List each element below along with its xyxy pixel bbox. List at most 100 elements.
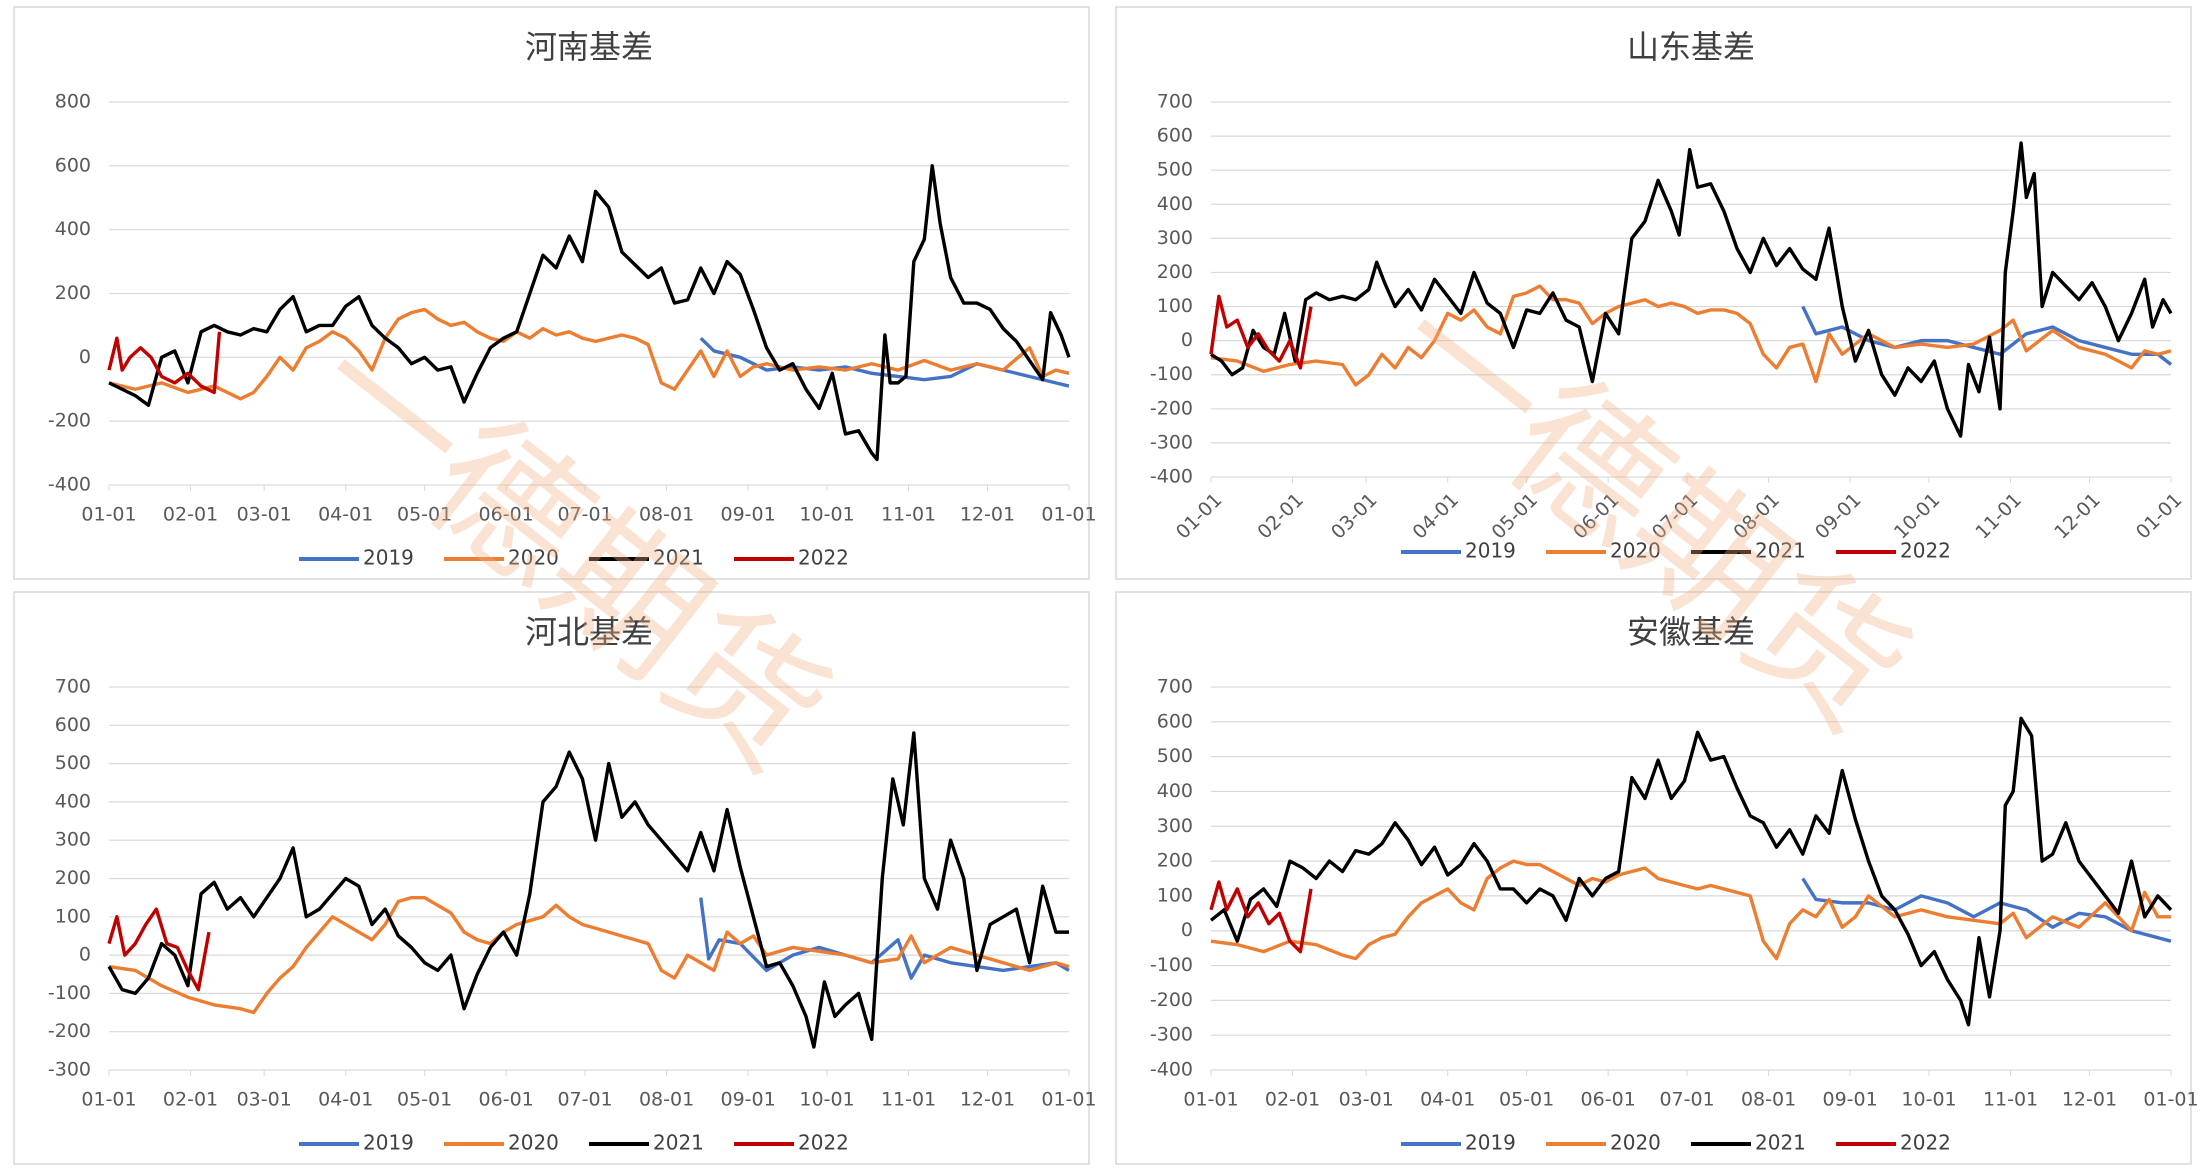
y-tick-label: -300 [48, 1059, 91, 1081]
legend-label: 2022 [1900, 539, 1951, 563]
y-tick-label: 300 [1157, 227, 1193, 249]
x-tick-label: 11-01 [881, 1089, 936, 1111]
y-tick-label: 0 [1181, 919, 1193, 941]
chart-panel: 山东基差 -400 -300 -200 -100 0 100 200 300 400 500 600 7… [1115, 6, 2192, 580]
x-tick-label: 01-01 [81, 1089, 136, 1111]
y-tick-label: -200 [48, 410, 91, 432]
chart-title: 河南基差 [525, 28, 653, 66]
series-line [107, 731, 1069, 1049]
y-tick-label: -100 [48, 982, 91, 1004]
x-tick-label: 08-01 [1741, 1089, 1796, 1111]
y-tick-label: 200 [1157, 261, 1193, 283]
x-tick-label: 11-01 [1983, 1089, 2038, 1111]
chart-panel: 河北基差 -300 -200 -100 0 100 200 300 400 500 600 700 01… [13, 591, 1097, 1165]
y-tick-label: 300 [1157, 815, 1193, 837]
chart-panel: 安徽基差 -400 -300 -200 -100 0 100 200 300 400 500 600 7… [1115, 591, 2199, 1165]
y-tick-label: -200 [1150, 397, 1193, 419]
legend-label: 2019 [1465, 539, 1516, 563]
x-tick-label: 03-01 [237, 504, 292, 526]
chart-panel: 河南基差 -400 -200 0 200 400 600 800 01-01 02-01 03-01… [13, 6, 1097, 580]
series-line [699, 336, 1070, 388]
legend-label: 2022 [798, 546, 849, 570]
series-line [1209, 716, 2173, 1027]
legend-label: 2022 [1900, 1131, 1951, 1155]
series-line [108, 164, 1071, 462]
x-tick-label: 07-01 [557, 504, 612, 526]
x-tick-label: 09-01 [721, 1089, 776, 1111]
legend-label: 2019 [1465, 1131, 1516, 1155]
x-tick-label: 11-01 [881, 504, 936, 526]
y-tick-label: -300 [1150, 431, 1193, 453]
y-tick-label: 200 [1157, 850, 1193, 872]
x-tick-label: 02-01 [163, 504, 218, 526]
series-line [699, 897, 1070, 980]
x-tick-label: 03-01 [1339, 1089, 1394, 1111]
x-tick-label: 10-01 [799, 504, 854, 526]
x-tick-label: 02-01 [1265, 1089, 1320, 1111]
series-line [108, 895, 1070, 1015]
legend-label: 2019 [363, 546, 414, 570]
y-tick-label: 100 [1157, 295, 1193, 317]
x-tick-label: 04-01 [318, 504, 373, 526]
y-tick-label: 500 [1157, 159, 1193, 181]
legend-label: 2021 [653, 546, 704, 570]
x-tick-label: 04-01 [1420, 1089, 1475, 1111]
y-tick-label: -100 [1150, 954, 1193, 976]
series-line [107, 331, 222, 395]
y-tick-label: -200 [48, 1020, 91, 1042]
legend-label: 2021 [653, 1131, 704, 1155]
x-tick-label: 06-01 [479, 1089, 534, 1111]
x-tick-label: 12-01 [960, 1089, 1015, 1111]
chart-title: 安徽基差 [1627, 613, 1755, 651]
legend-label: 2020 [508, 546, 559, 570]
y-tick-label: 600 [1157, 125, 1193, 147]
x-tick-label: 05-01 [397, 504, 452, 526]
series-line [1210, 284, 2172, 387]
y-tick-label: 400 [1157, 780, 1193, 802]
x-tick-label: 04-01 [318, 1089, 373, 1111]
y-tick-label: 100 [55, 905, 91, 927]
y-tick-label: 100 [1157, 884, 1193, 906]
y-tick-label: 800 [55, 91, 91, 113]
y-tick-label: -300 [1150, 1024, 1193, 1046]
legend-label: 2020 [508, 1131, 559, 1155]
x-tick-label: 01-01 [2143, 1089, 2198, 1111]
y-tick-label: 700 [55, 676, 91, 698]
x-tick-label: 01-01 [81, 504, 136, 526]
x-tick-label: 01-01 [1041, 504, 1096, 526]
y-tick-label: 200 [55, 867, 91, 889]
legend-label: 2020 [1610, 1131, 1661, 1155]
x-tick-label: 07-01 [557, 1089, 612, 1111]
x-tick-label: 09-01 [1823, 1089, 1878, 1111]
y-tick-label: -100 [1150, 363, 1193, 385]
y-tick-label: 0 [79, 346, 91, 368]
x-tick-label: 12-01 [960, 504, 1015, 526]
y-tick-label: 700 [1157, 676, 1193, 698]
x-tick-label: 02-01 [163, 1089, 218, 1111]
x-tick-label: 01-01 [1183, 1089, 1238, 1111]
series-line [1210, 141, 2173, 438]
x-tick-label: 07-01 [1659, 1089, 1714, 1111]
x-tick-label: 08-01 [639, 504, 694, 526]
series-line [1209, 294, 1313, 370]
y-tick-label: -400 [48, 474, 91, 496]
x-tick-label: 06-01 [1581, 1089, 1636, 1111]
y-tick-label: -200 [1150, 989, 1193, 1011]
legend-label: 2020 [1610, 539, 1661, 563]
y-tick-label: 200 [55, 282, 91, 304]
x-tick-label: 05-01 [397, 1089, 452, 1111]
x-tick-label: 05-01 [1499, 1089, 1554, 1111]
y-tick-label: 0 [79, 944, 91, 966]
y-tick-label: 600 [55, 154, 91, 176]
y-tick-label: 400 [55, 790, 91, 812]
y-tick-label: 500 [55, 752, 91, 774]
series-line [107, 907, 211, 992]
legend-label: 2022 [798, 1131, 849, 1155]
x-tick-label: 01-01 [1041, 1089, 1096, 1111]
chart-title: 河北基差 [525, 613, 653, 651]
y-tick-label: 300 [55, 829, 91, 851]
legend-label: 2019 [363, 1131, 414, 1155]
x-tick-label: 09-01 [721, 504, 776, 526]
series-line [1801, 877, 2172, 943]
